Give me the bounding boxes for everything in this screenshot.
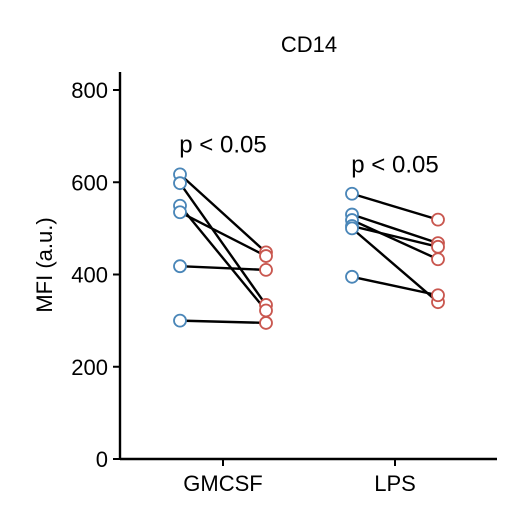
x-tick-label: GMCSF xyxy=(183,471,262,496)
y-axis: 0 200 400 600 800 xyxy=(71,72,122,472)
y-tick-label: 0 xyxy=(96,447,108,472)
pair-line xyxy=(179,264,267,272)
x-axis: GMCSF LPS xyxy=(120,457,497,496)
pair-line xyxy=(179,173,267,254)
plot-area: p < 0.05 p < 0.05 xyxy=(173,131,445,330)
y-tick-label: 800 xyxy=(71,78,108,103)
point-after xyxy=(259,316,273,330)
point-after xyxy=(259,249,273,263)
point-after xyxy=(431,239,445,254)
point-before xyxy=(345,186,359,201)
pair-line xyxy=(351,227,439,304)
point-after xyxy=(259,303,273,318)
pair-line xyxy=(179,319,267,325)
point-before xyxy=(173,259,187,274)
point-before xyxy=(173,313,187,328)
group-lps: p < 0.05 xyxy=(345,152,445,310)
y-tick-label: 600 xyxy=(71,170,108,195)
point-after xyxy=(259,262,273,277)
point-before xyxy=(173,176,187,191)
pair-line xyxy=(351,224,439,248)
pair-line xyxy=(179,211,267,258)
y-tick-label: 200 xyxy=(71,355,108,380)
point-after xyxy=(431,288,445,303)
point-after xyxy=(431,212,445,227)
point-before xyxy=(345,269,359,284)
chart-title: CD14 xyxy=(281,32,337,57)
pair-line xyxy=(351,275,439,297)
y-tick-label: 400 xyxy=(71,263,108,288)
group-gmcsf: p < 0.05 xyxy=(173,131,273,330)
point-before xyxy=(345,221,359,236)
point-after xyxy=(431,252,445,267)
p-value-annotation: p < 0.05 xyxy=(179,131,266,158)
point-before xyxy=(173,205,187,220)
pair-line xyxy=(351,218,439,261)
x-tick-label: LPS xyxy=(374,471,416,496)
p-value-annotation: p < 0.05 xyxy=(351,152,438,179)
y-axis-title: MFI (a.u.) xyxy=(32,217,57,312)
pair-line xyxy=(179,182,267,306)
pair-line xyxy=(179,205,267,312)
pair-line xyxy=(351,192,439,221)
pair-line xyxy=(351,213,439,245)
